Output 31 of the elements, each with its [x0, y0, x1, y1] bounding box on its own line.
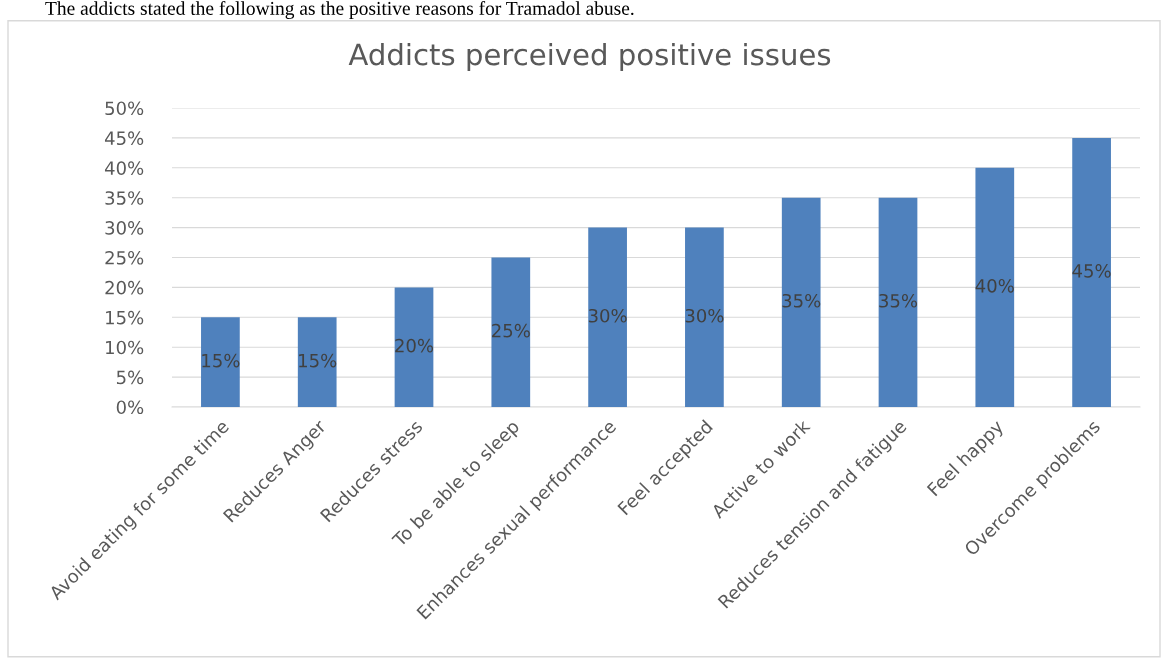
y-tick-label: 35%: [105, 191, 144, 205]
bar: [297, 317, 337, 407]
bar: [781, 197, 821, 407]
data-label: 30%: [685, 308, 724, 323]
data-label: 30%: [588, 308, 627, 323]
data-label: 40%: [975, 278, 1014, 293]
bar: [685, 227, 724, 407]
bar: [975, 167, 1015, 407]
bar: [588, 227, 627, 407]
data-label: 20%: [395, 338, 434, 353]
bar: [878, 197, 918, 407]
data-label: 15%: [202, 353, 240, 368]
y-tick-label: 20%: [105, 280, 144, 295]
y-tick-label: 10%: [106, 340, 144, 355]
data-label: 45%: [1072, 264, 1111, 278]
chart-title: Addicts perceived positive issues: [348, 42, 831, 72]
y-tick-label: 25%: [105, 250, 144, 265]
y-tick-label: 30%: [105, 221, 144, 235]
bar: [201, 317, 240, 407]
y-tick-label: 15%: [106, 310, 144, 325]
y-tick-label: 50%: [105, 101, 144, 116]
y-tick-label: 45%: [104, 131, 144, 146]
data-label: 35%: [879, 293, 918, 308]
text: The addicts stated the following as the positive reasons for Tramadol abuse.: [45, 1, 634, 19]
data-label: 25%: [492, 323, 530, 338]
y-tick-label: 5%: [116, 370, 144, 385]
y-tick-label: 0%: [116, 400, 144, 415]
bar: [394, 287, 434, 407]
y-tick-label: 40%: [104, 161, 144, 175]
bar: [491, 257, 531, 407]
bar: [1072, 137, 1111, 407]
